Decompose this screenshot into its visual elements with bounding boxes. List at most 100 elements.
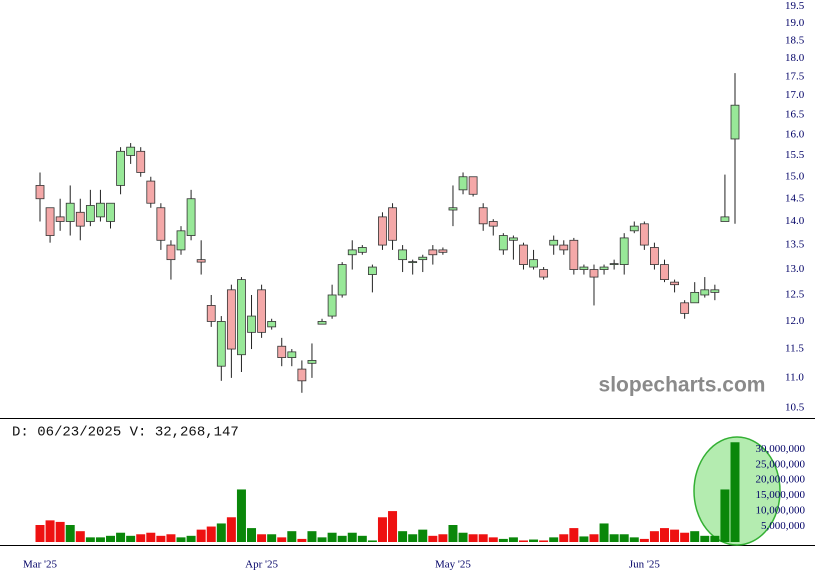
candle-body	[398, 249, 408, 261]
volume-bar	[65, 525, 75, 542]
candle-body	[529, 259, 538, 268]
y-tick-label: 16.5	[785, 108, 805, 120]
volume-bar	[267, 534, 277, 542]
watermark: slopecharts.com	[599, 374, 766, 397]
volume-bar	[146, 532, 156, 542]
volume-tick-label: 20,000,000	[756, 474, 806, 486]
volume-bar	[327, 532, 337, 542]
volume-bar	[388, 511, 398, 542]
candle-body	[478, 207, 488, 225]
candle-body	[176, 230, 186, 251]
y-tick-label: 11.0	[785, 371, 804, 383]
candle-body	[85, 205, 95, 222]
volume-bar	[579, 536, 589, 542]
volume-bar	[720, 489, 730, 542]
candle-body	[458, 176, 468, 191]
volume-bar	[196, 529, 206, 542]
volume-tick-label: 25,000,000	[756, 458, 806, 470]
volume-bar	[599, 523, 609, 542]
y-tick-label: 18.5	[785, 34, 805, 46]
candle-body	[277, 345, 287, 358]
y-tick-label: 16.0	[785, 128, 805, 140]
candle-body	[418, 256, 428, 261]
candle-body	[488, 221, 498, 227]
volume-bar	[257, 534, 267, 542]
volume-bar	[659, 528, 669, 542]
volume-bar	[236, 489, 246, 542]
candle-body	[287, 351, 297, 358]
volume-bar	[337, 535, 347, 542]
candle-body	[559, 244, 569, 251]
candle-body	[619, 237, 629, 265]
volume-bar	[418, 529, 428, 542]
volume-bar	[156, 535, 166, 542]
candle-body	[589, 269, 599, 278]
volume-bar	[176, 537, 186, 542]
candle-body	[96, 202, 105, 218]
y-tick-label: 14.0	[785, 215, 805, 227]
volume-bar	[680, 532, 690, 542]
y-tick-label: 15.0	[785, 170, 805, 182]
y-tick-label: 15.5	[785, 149, 805, 161]
volume-bar	[95, 537, 105, 542]
y-tick-label: 12.5	[785, 289, 805, 301]
candle-body	[337, 264, 347, 296]
volume-bar	[216, 523, 226, 542]
volume-bar	[428, 535, 438, 542]
volume-bar	[670, 529, 680, 542]
volume-bar	[247, 528, 257, 542]
candle-body	[196, 259, 206, 263]
y-tick-label: 13.5	[785, 239, 805, 251]
volume-bar	[559, 534, 569, 542]
volume-bar	[166, 534, 176, 542]
candle-body	[297, 368, 307, 382]
candle-body	[629, 225, 639, 232]
volume-bar	[367, 540, 377, 542]
volume-bar	[35, 525, 45, 542]
volume-bar	[116, 532, 126, 542]
candle-body	[367, 266, 377, 275]
candle-body	[670, 281, 679, 286]
volume-bar	[126, 535, 136, 542]
volume-bar	[377, 517, 387, 542]
volume-bar	[106, 535, 116, 542]
volume-bar	[710, 535, 720, 542]
x-tick-label: Apr '25	[245, 559, 278, 571]
volume-bar	[639, 538, 649, 542]
volume-bar	[518, 540, 528, 542]
candle-body	[327, 294, 337, 317]
info-text: D: 06/23/2025 V: 32,268,147	[12, 425, 239, 441]
volume-bar	[569, 528, 579, 542]
x-tick-label: Mar '25	[23, 559, 58, 571]
candle-body	[428, 249, 438, 256]
y-tick-label: 18.0	[785, 52, 805, 64]
candle-body	[438, 249, 448, 253]
volume-bar	[468, 534, 478, 542]
volume-tick-label: 10,000,000	[756, 505, 806, 517]
candle-body	[498, 235, 508, 251]
candle-body	[116, 150, 125, 186]
volume-bar	[649, 531, 659, 542]
volume-bar	[609, 534, 619, 542]
volume-bar	[478, 534, 488, 542]
candle-body	[720, 216, 730, 222]
volume-bar	[438, 534, 448, 542]
candle-body	[579, 266, 589, 270]
candle-body	[639, 223, 649, 246]
volume-bar	[307, 531, 317, 542]
y-tick-label: 10.5	[785, 402, 805, 414]
volume-bar	[55, 521, 65, 542]
candle-body	[206, 305, 216, 322]
candle-body	[609, 263, 619, 265]
volume-bar	[347, 532, 357, 542]
y-tick-label: 12.0	[785, 315, 805, 327]
candle-body	[226, 289, 236, 350]
volume-bar	[690, 531, 700, 542]
volume-bar	[589, 534, 599, 542]
candle-body	[136, 150, 146, 173]
y-tick-label: 11.5	[785, 343, 804, 355]
candle-body	[257, 289, 266, 333]
y-tick-label: 13.0	[785, 263, 805, 275]
candle-body	[519, 244, 528, 265]
candle-body	[569, 239, 579, 270]
